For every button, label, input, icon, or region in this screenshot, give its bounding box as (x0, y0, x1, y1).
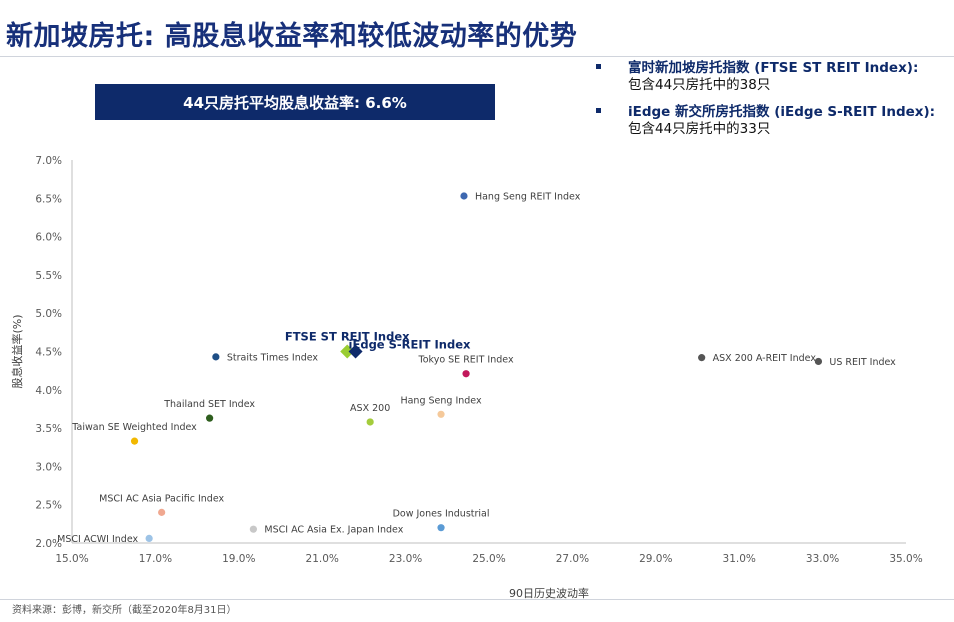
data-label: Dow Jones Industrial (393, 509, 490, 520)
y-tick-label: 4.0% (35, 385, 62, 397)
data-label: MSCI ACWI Index (57, 534, 138, 545)
note-iedge-sub: 包含44只房托中的33只 (628, 121, 771, 137)
data-point (249, 525, 257, 533)
data-point-diamond (340, 344, 355, 359)
data-label: Hang Seng REIT Index (475, 192, 581, 203)
title-divider (0, 56, 954, 57)
data-label: US REIT Index (829, 357, 896, 368)
data-point (206, 414, 214, 422)
footer-divider (0, 599, 954, 600)
x-tick-label: 23.0% (389, 553, 422, 565)
x-tick-label: 27.0% (556, 553, 589, 565)
data-point (158, 508, 166, 516)
data-label: iEdge S-REIT Index (349, 338, 471, 352)
data-point (145, 534, 153, 543)
data-point-diamond (348, 344, 363, 359)
y-tick-label: 3.5% (35, 423, 62, 435)
data-label: Straits Times Index (227, 352, 319, 363)
yield-banner: 44只房托平均股息收益率: 6.6% (95, 84, 495, 120)
y-tick-label: 5.0% (35, 308, 62, 320)
y-tick-label: 7.0% (35, 155, 62, 167)
data-point (366, 418, 374, 426)
note-ftse: 富时新加坡房托指数 (FTSE ST REIT Index): 包含44只房托中… (596, 60, 948, 94)
y-tick-label: 4.5% (35, 347, 62, 359)
x-tick-label: 25.0% (472, 553, 505, 565)
x-tick-label: 15.0% (55, 553, 88, 565)
data-point (462, 370, 470, 378)
x-tick-label: 31.0% (723, 553, 756, 565)
note-ftse-sub: 包含44只房托中的38只 (628, 77, 771, 93)
data-point (698, 354, 706, 362)
page-title: 新加坡房托: 高股息收益率和较低波动率的优势 (6, 21, 578, 52)
y-axis-title: 股息收益率(%) (10, 314, 24, 388)
data-label: ASX 200 (350, 403, 390, 414)
y-tick-label: 2.0% (35, 538, 62, 550)
note-iedge-head: iEdge 新交所房托指数 (iEdge S-REIT Index): (628, 104, 936, 120)
data-label: FTSE ST REIT Index (285, 330, 410, 344)
x-tick-label: 21.0% (306, 553, 339, 565)
x-tick-label: 35.0% (889, 553, 922, 565)
square-bullet-icon (596, 64, 601, 69)
data-label: Taiwan SE Weighted Index (71, 422, 197, 433)
x-tick-label: 17.0% (139, 553, 172, 565)
note-ftse-head: 富时新加坡房托指数 (FTSE ST REIT Index): (628, 60, 919, 76)
banner-text: 44只房托平均股息收益率: 6.6% (183, 93, 407, 112)
data-label: Thailand SET Index (163, 399, 255, 410)
data-label: ASX 200 A-REIT Index (713, 353, 817, 364)
data-label: MSCI AC Asia Pacific Index (99, 493, 224, 504)
x-tick-label: 29.0% (639, 553, 672, 565)
x-axis-title: 90日历史波动率 (509, 586, 589, 600)
note-iedge: iEdge 新交所房托指数 (iEdge S-REIT Index): 包含44… (596, 104, 948, 138)
data-point (437, 524, 445, 532)
data-label: Tokyo SE REIT Index (418, 355, 514, 366)
square-bullet-icon (596, 108, 601, 113)
x-tick-label: 33.0% (806, 553, 839, 565)
data-point (130, 437, 139, 445)
index-notes: 富时新加坡房托指数 (FTSE ST REIT Index): 包含44只房托中… (596, 60, 948, 148)
data-point (460, 192, 468, 200)
data-point (212, 353, 220, 361)
data-label: MSCI AC Asia Ex. Japan Index (264, 525, 403, 536)
y-tick-label: 2.5% (35, 500, 62, 512)
y-tick-label: 3.0% (35, 461, 62, 473)
source-footer: 资料来源：彭博，新交所（截至2020年8月31日） (12, 605, 237, 616)
data-point (437, 410, 445, 418)
y-tick-label: 5.5% (35, 270, 62, 282)
y-tick-label: 6.0% (35, 232, 62, 244)
data-label: Hang Seng Index (400, 395, 482, 406)
y-tick-label: 6.5% (35, 193, 62, 205)
data-point (814, 357, 823, 366)
x-tick-label: 19.0% (222, 553, 255, 565)
